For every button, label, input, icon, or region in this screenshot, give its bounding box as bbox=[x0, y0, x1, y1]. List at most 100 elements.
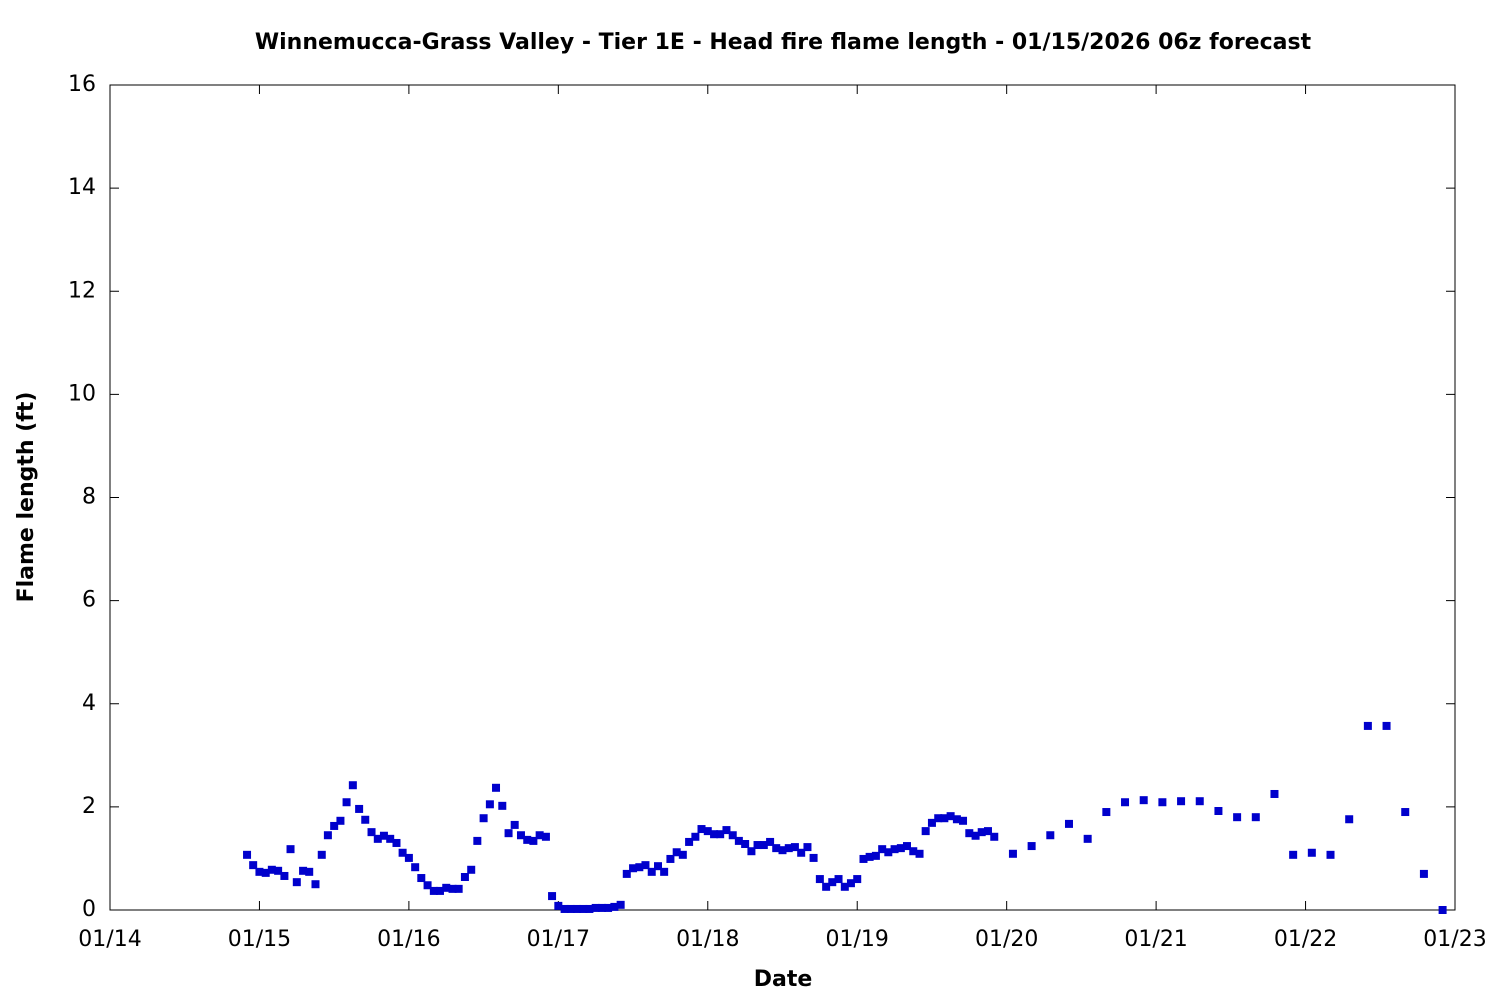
data-point bbox=[361, 815, 370, 824]
data-point bbox=[1027, 842, 1036, 851]
data-point bbox=[977, 828, 986, 837]
data-point bbox=[871, 851, 880, 860]
data-point bbox=[878, 845, 887, 854]
data-point bbox=[498, 801, 507, 810]
data-point bbox=[784, 844, 793, 853]
data-point bbox=[1046, 831, 1055, 840]
data-point bbox=[504, 829, 513, 838]
y-tick-label: 8 bbox=[82, 485, 96, 510]
data-point bbox=[492, 783, 501, 792]
data-point bbox=[267, 865, 276, 874]
data-point bbox=[828, 878, 837, 887]
data-point bbox=[1158, 798, 1167, 807]
data-point bbox=[1064, 819, 1073, 828]
data-point bbox=[660, 867, 669, 876]
x-tick-label: 01/20 bbox=[975, 927, 1038, 952]
data-point bbox=[647, 867, 656, 876]
data-point bbox=[367, 828, 376, 837]
x-tick-label: 01/18 bbox=[676, 927, 739, 952]
data-point bbox=[336, 816, 345, 825]
data-point bbox=[398, 848, 407, 857]
data-point bbox=[566, 904, 575, 913]
data-point bbox=[666, 854, 675, 863]
data-point bbox=[909, 847, 918, 856]
data-point bbox=[884, 848, 893, 857]
data-point bbox=[803, 843, 812, 852]
data-point bbox=[386, 834, 395, 843]
data-point bbox=[1214, 807, 1223, 815]
y-tick-label: 16 bbox=[68, 72, 96, 97]
data-point bbox=[454, 884, 463, 893]
data-point bbox=[641, 861, 650, 870]
data-point bbox=[554, 901, 563, 910]
data-point bbox=[747, 847, 756, 856]
data-point bbox=[448, 884, 457, 893]
data-point bbox=[280, 871, 289, 880]
data-point bbox=[896, 844, 905, 853]
data-point bbox=[429, 886, 438, 895]
data-point bbox=[1195, 797, 1204, 806]
data-point bbox=[604, 903, 613, 912]
data-point bbox=[442, 883, 451, 892]
data-point bbox=[635, 863, 644, 872]
data-point bbox=[710, 830, 719, 839]
data-point bbox=[485, 800, 494, 809]
data-point bbox=[716, 830, 725, 839]
data-point bbox=[299, 866, 308, 875]
data-point bbox=[865, 852, 874, 861]
data-point bbox=[983, 827, 992, 836]
x-tick-label: 01/15 bbox=[228, 927, 291, 952]
data-point bbox=[261, 868, 270, 877]
data-point bbox=[473, 836, 482, 845]
data-point bbox=[853, 875, 862, 884]
data-point bbox=[479, 814, 488, 823]
data-point bbox=[840, 882, 849, 891]
data-point bbox=[822, 882, 831, 891]
data-point bbox=[423, 881, 432, 890]
x-tick-label: 01/22 bbox=[1274, 927, 1337, 952]
data-point bbox=[573, 904, 582, 913]
data-point bbox=[379, 831, 388, 840]
data-point bbox=[672, 848, 681, 857]
data-point bbox=[342, 798, 351, 807]
data-point bbox=[1251, 813, 1260, 822]
data-point bbox=[971, 831, 980, 840]
data-point bbox=[460, 873, 469, 881]
data-point bbox=[373, 834, 382, 843]
data-point bbox=[965, 829, 974, 838]
x-tick-label: 01/17 bbox=[527, 927, 590, 952]
data-point bbox=[1363, 721, 1372, 730]
data-point bbox=[541, 832, 550, 841]
data-point bbox=[722, 826, 731, 835]
data-point bbox=[1345, 815, 1354, 824]
data-point bbox=[809, 853, 818, 862]
data-point bbox=[255, 867, 264, 876]
data-point bbox=[934, 814, 943, 823]
data-point bbox=[1289, 850, 1298, 859]
chart-title: Winnemucca-Grass Valley - Tier 1E - Head… bbox=[255, 30, 1312, 55]
data-point bbox=[1270, 789, 1279, 798]
data-point bbox=[622, 869, 631, 878]
data-point bbox=[286, 845, 295, 854]
data-point bbox=[703, 827, 712, 836]
data-point bbox=[243, 850, 252, 859]
data-point bbox=[404, 853, 413, 862]
data-point bbox=[1177, 797, 1186, 806]
data-point bbox=[915, 849, 924, 858]
data-point bbox=[585, 904, 594, 913]
y-tick-label: 6 bbox=[82, 588, 96, 613]
data-point bbox=[516, 831, 525, 840]
data-point bbox=[902, 842, 911, 851]
data-point bbox=[1139, 796, 1148, 805]
data-point bbox=[1326, 850, 1335, 859]
data-point bbox=[1419, 869, 1428, 878]
x-tick-label: 01/14 bbox=[78, 927, 141, 952]
data-point bbox=[685, 837, 694, 846]
data-point bbox=[317, 850, 326, 859]
data-point bbox=[392, 838, 401, 847]
data-point bbox=[921, 827, 930, 836]
data-point bbox=[1382, 721, 1391, 730]
data-point bbox=[846, 879, 855, 888]
data-point bbox=[691, 832, 700, 841]
